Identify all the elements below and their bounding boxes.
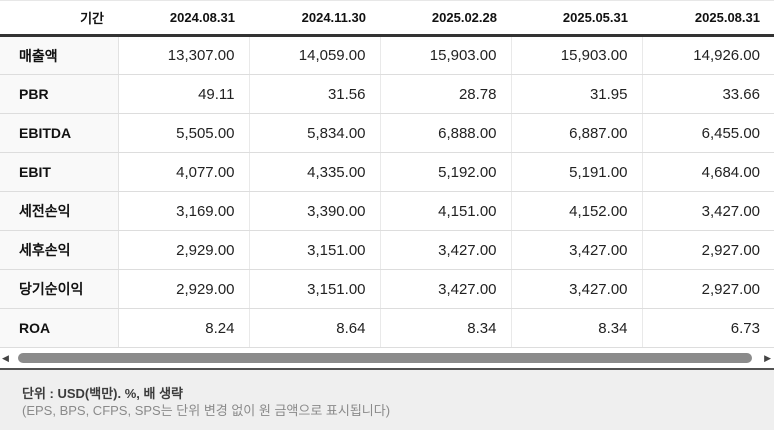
unit-note: 단위 : USD(백만). %, 배 생략	[22, 386, 183, 401]
table-cell: 5,191.00	[511, 152, 643, 192]
table-row-ebitda: EBITDA 5,505.00 5,834.00 6,888.00 6,887.…	[0, 113, 774, 153]
row-label: EBITDA	[0, 113, 119, 153]
table-row-aftertax-income: 세후손익 2,929.00 3,151.00 3,427.00 3,427.00…	[0, 230, 774, 270]
row-label: 당기순이익	[0, 269, 119, 309]
table-cell: 5,192.00	[380, 152, 512, 192]
table-cell: 4,077.00	[118, 152, 250, 192]
table-cell: 3,169.00	[118, 191, 250, 231]
table-cell: 3,151.00	[249, 269, 381, 309]
table-cell: 2,927.00	[642, 269, 774, 309]
table-cell: 2,929.00	[118, 269, 250, 309]
scrollbar-thumb[interactable]	[18, 353, 752, 363]
period-header: 기간	[0, 0, 118, 37]
scroll-right-button[interactable]: ▶	[764, 353, 771, 363]
horizontal-scrollbar[interactable]: ◀ ▶	[0, 348, 774, 368]
column-header-date: 2024.08.31	[118, 0, 249, 37]
table-row-roa: ROA 8.24 8.64 8.34 8.34 6.73	[0, 308, 774, 348]
column-header-date: 2025.05.31	[511, 0, 642, 37]
table-cell: 14,059.00	[249, 35, 381, 75]
scroll-left-button[interactable]: ◀	[2, 353, 9, 363]
footer-divider	[0, 368, 774, 370]
table-row-pbr: PBR 49.11 31.56 28.78 31.95 33.66	[0, 74, 774, 114]
row-label: 세전손익	[0, 191, 119, 231]
table-cell: 8.64	[249, 308, 381, 348]
table-cell: 31.95	[511, 74, 643, 114]
table-cell: 6,888.00	[380, 113, 512, 153]
unit-footnote: 단위 : USD(백만). %, 배 생략 (EPS, BPS, CFPS, S…	[0, 370, 774, 430]
table-cell: 14,926.00	[642, 35, 774, 75]
table-cell: 6,887.00	[511, 113, 643, 153]
table-cell: 3,390.00	[249, 191, 381, 231]
table-cell: 33.66	[642, 74, 774, 114]
table-cell: 3,427.00	[380, 269, 512, 309]
table-cell: 2,929.00	[118, 230, 250, 270]
table-cell: 2,927.00	[642, 230, 774, 270]
header-row: 기간 2024.08.31 2024.11.30 2025.02.28 2025…	[0, 0, 774, 37]
column-header-date: 2025.08.31	[642, 0, 774, 37]
table-cell: 8.24	[118, 308, 250, 348]
table-row-net-income: 당기순이익 2,929.00 3,151.00 3,427.00 3,427.0…	[0, 269, 774, 309]
financial-table: 기간 2024.08.31 2024.11.30 2025.02.28 2025…	[0, 0, 774, 348]
table-cell: 3,151.00	[249, 230, 381, 270]
row-label: EBIT	[0, 152, 119, 192]
row-label: ROA	[0, 308, 119, 348]
row-label: 매출액	[0, 35, 119, 75]
unit-note-detail: (EPS, BPS, CFPS, SPS는 단위 변경 없이 원 금액으로 표시…	[22, 403, 391, 418]
table-cell: 8.34	[380, 308, 512, 348]
table-cell: 4,335.00	[249, 152, 381, 192]
table-cell: 5,505.00	[118, 113, 250, 153]
table-cell: 4,684.00	[642, 152, 774, 192]
table-cell: 13,307.00	[118, 35, 250, 75]
table-cell: 28.78	[380, 74, 512, 114]
column-header-date: 2025.02.28	[380, 0, 511, 37]
table-cell: 5,834.00	[249, 113, 381, 153]
table-cell: 3,427.00	[380, 230, 512, 270]
table-cell: 3,427.00	[511, 230, 643, 270]
row-label: 세후손익	[0, 230, 119, 270]
column-header-date: 2024.11.30	[249, 0, 380, 37]
table-cell: 49.11	[118, 74, 250, 114]
table-cell: 15,903.00	[380, 35, 512, 75]
table-row-pretax-income: 세전손익 3,169.00 3,390.00 4,151.00 4,152.00…	[0, 191, 774, 231]
table-cell: 8.34	[511, 308, 643, 348]
table-cell: 4,151.00	[380, 191, 512, 231]
table-cell: 4,152.00	[511, 191, 643, 231]
table-cell: 3,427.00	[511, 269, 643, 309]
table-row-ebit: EBIT 4,077.00 4,335.00 5,192.00 5,191.00…	[0, 152, 774, 192]
table-cell: 6,455.00	[642, 113, 774, 153]
table-cell: 3,427.00	[642, 191, 774, 231]
table-row-revenue: 매출액 13,307.00 14,059.00 15,903.00 15,903…	[0, 35, 774, 75]
table-cell: 31.56	[249, 74, 381, 114]
table-cell: 6.73	[642, 308, 774, 348]
table-cell: 15,903.00	[511, 35, 643, 75]
row-label: PBR	[0, 74, 119, 114]
